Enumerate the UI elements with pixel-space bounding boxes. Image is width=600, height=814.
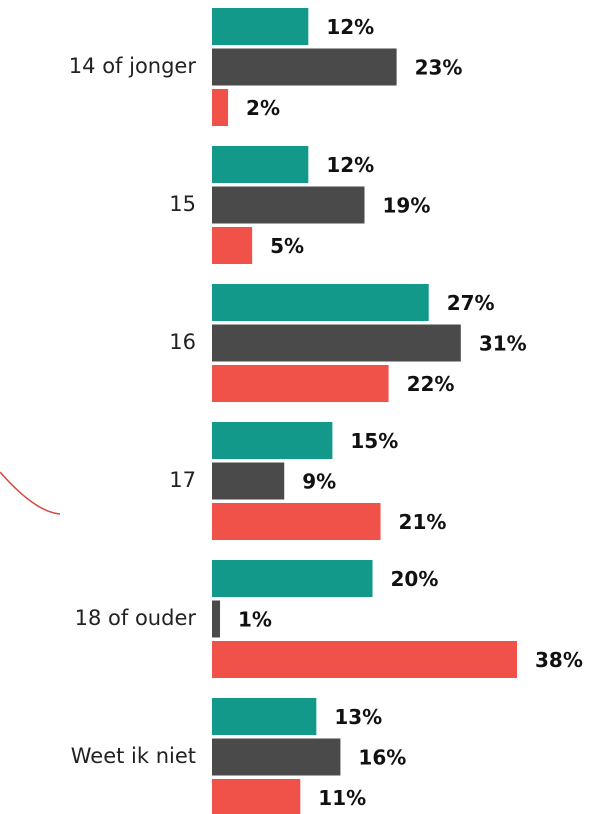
value-label: 38% <box>535 648 583 672</box>
category-label: Weet ik niet <box>71 744 196 768</box>
bar <box>212 600 221 638</box>
category-label: 17 <box>169 468 196 492</box>
value-label: 12% <box>326 153 374 177</box>
bar <box>212 503 381 540</box>
bar <box>212 8 309 45</box>
value-label: 21% <box>399 510 447 534</box>
bar <box>212 48 397 86</box>
decorative-curve <box>0 471 61 515</box>
bar <box>212 779 301 814</box>
value-label: 20% <box>391 567 439 591</box>
value-label: 5% <box>270 234 304 258</box>
value-label: 22% <box>407 372 455 396</box>
value-label: 1% <box>238 608 272 632</box>
bar <box>212 698 317 735</box>
bar <box>212 462 285 500</box>
value-label: 2% <box>246 96 280 120</box>
bar <box>212 227 253 264</box>
bar <box>212 89 229 126</box>
bar <box>212 365 389 402</box>
category-label: 16 <box>169 330 196 354</box>
value-label: 27% <box>447 291 495 315</box>
bar <box>212 560 373 597</box>
value-label: 9% <box>302 470 336 494</box>
bar <box>212 738 341 776</box>
bar <box>212 284 429 321</box>
bar <box>212 324 461 362</box>
category-label: 15 <box>169 192 196 216</box>
value-label: 15% <box>350 429 398 453</box>
bar <box>212 146 309 183</box>
value-label: 19% <box>383 194 431 218</box>
bar <box>212 186 365 224</box>
value-label: 23% <box>415 56 463 80</box>
value-label: 31% <box>479 332 527 356</box>
bar <box>212 641 517 678</box>
value-label: 12% <box>326 15 374 39</box>
value-label: 11% <box>318 786 366 810</box>
category-label: 18 of ouder <box>75 606 197 630</box>
value-label: 13% <box>334 705 382 729</box>
bar <box>212 422 333 459</box>
value-label: 16% <box>358 746 406 770</box>
category-label: 14 of jonger <box>69 54 197 78</box>
